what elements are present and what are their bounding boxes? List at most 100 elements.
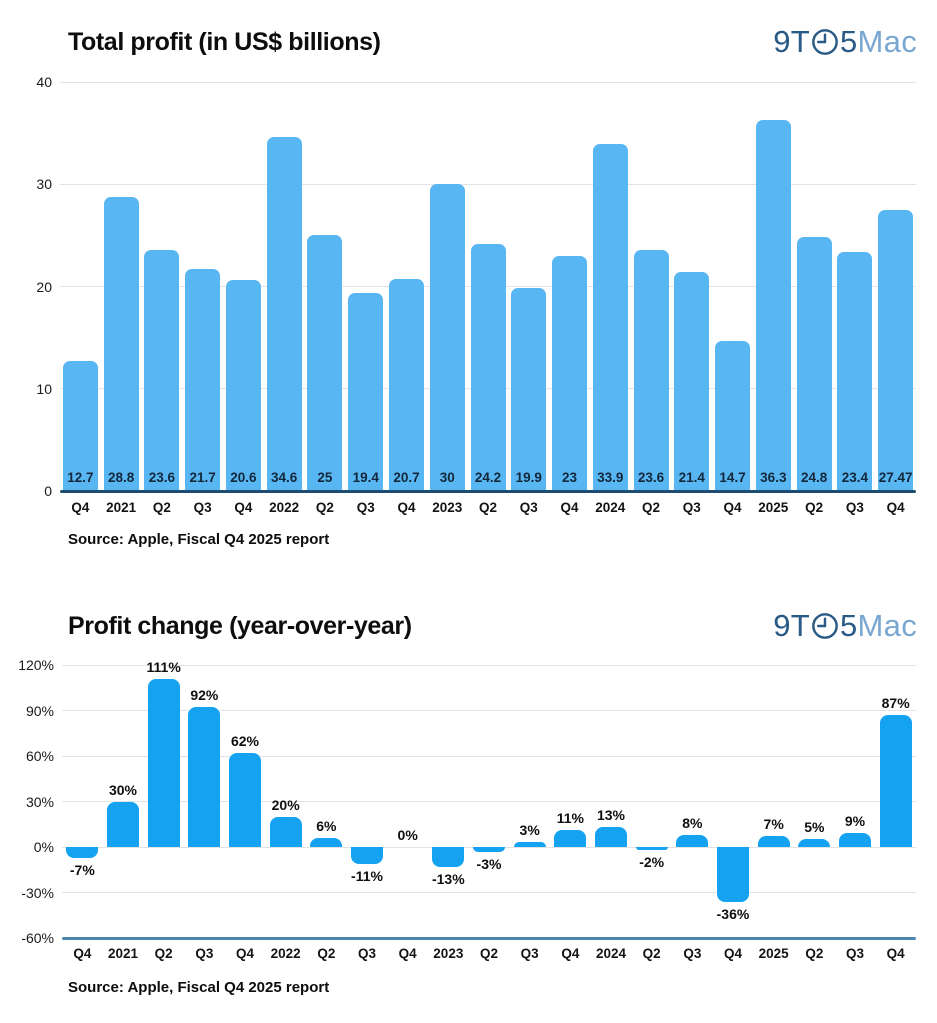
x-axis-label: 2025 (758, 946, 789, 961)
bar-value-label: 5% (804, 819, 825, 836)
chart-title-profit-change: Profit change (year-over-year) (68, 612, 412, 640)
bar (307, 235, 343, 491)
bar (513, 842, 546, 847)
bar (674, 272, 710, 491)
bar (229, 752, 261, 847)
x-axis-label: Q2 (805, 946, 824, 961)
bar (388, 279, 424, 491)
bar (878, 210, 914, 491)
x-axis-label: Q4 (71, 500, 90, 515)
bar-value-label: 24.2 (474, 470, 502, 485)
bar (66, 847, 99, 858)
y-axis-tick-label: 30% (25, 793, 54, 810)
plot-area-profit-change: -60% -30% 0% 30% 60% 90% 120% -7% 30% 111% 92% 62% 2… (18, 657, 916, 946)
y-axis-tick-label: 20 (36, 278, 52, 295)
bar (511, 287, 547, 491)
x-axis-label: Q4 (561, 946, 580, 961)
bar (796, 237, 832, 491)
x-axis-label: Q2 (478, 500, 497, 515)
bar-value-label: -11% (351, 867, 383, 884)
logo-text-9t: 9T (773, 24, 810, 59)
bar-value-label: 23 (562, 470, 578, 485)
bar (755, 119, 791, 491)
9to5mac-logo: 9T 5 Mac (773, 610, 917, 641)
clock-icon (812, 28, 838, 55)
axis-baseline (62, 936, 916, 940)
bar-value-label: 7% (763, 816, 784, 833)
bar (470, 243, 506, 491)
bar (348, 292, 384, 491)
bar (879, 715, 912, 847)
bar-value-label: 23.6 (148, 470, 176, 485)
y-axis-tick-label: 60% (25, 748, 54, 764)
x-axis-label: 2023 (433, 946, 464, 961)
y-axis-tick-label: 30 (36, 176, 52, 193)
logo-text-mac: Mac (857, 24, 917, 59)
bar-value-label: 19.4 (352, 470, 379, 485)
x-axis-label: Q2 (642, 946, 661, 961)
x-axis-label: Q4 (235, 946, 254, 961)
bar-value-label: 11% (556, 810, 584, 827)
bar (144, 249, 180, 491)
x-axis-labels-profit-change: Q4 2021 Q2 Q3 Q4 2022 Q2 Q3 Q4 2023 Q2 Q3 Q4 2024 Q2 Q3… (62, 945, 916, 963)
x-axis-label: Q4 (560, 500, 579, 515)
axis-baseline (60, 489, 916, 493)
bar (269, 816, 302, 847)
y-axis-tick-label: -60% (21, 930, 54, 946)
x-axis-label: Q2 (315, 500, 334, 515)
x-axis-label: Q3 (519, 500, 538, 515)
bar-value-label: 24.8 (800, 470, 828, 485)
bar (432, 847, 465, 867)
bar (757, 836, 790, 847)
x-axis-label: Q4 (234, 500, 253, 515)
bar (429, 184, 465, 491)
x-axis-label: Q3 (193, 500, 212, 515)
x-axis-label: Q4 (723, 500, 742, 515)
bar-value-label: 36.3 (760, 470, 787, 485)
x-axis-label: 2022 (270, 946, 301, 961)
bar (635, 847, 668, 851)
x-axis-label: Q3 (845, 946, 864, 961)
bar-value-label: -7% (69, 861, 95, 878)
bar (717, 847, 749, 902)
x-axis-label: 2021 (106, 500, 137, 515)
x-axis-label: Q4 (723, 946, 742, 961)
y-axis-tick-label: 0% (33, 839, 54, 855)
bar-value-label: 111% (146, 658, 181, 675)
bar (554, 830, 587, 847)
y-axis-tick-label: 0 (44, 483, 52, 499)
logo-text-5: 5 (839, 24, 858, 59)
x-axis-label: Q3 (682, 500, 701, 515)
bar-value-label: -13% (431, 870, 465, 887)
bar (147, 678, 180, 847)
x-axis-label: Q4 (398, 946, 417, 961)
bar-value-label: 21.7 (189, 470, 216, 485)
x-axis-label: Q4 (397, 500, 416, 515)
bar-value-label: 20% (271, 796, 300, 813)
y-axis-tick-label: 10 (36, 380, 52, 397)
bar-value-label: 19.9 (515, 470, 542, 485)
bar (552, 255, 588, 491)
bar-value-label: -2% (639, 854, 665, 871)
x-axis-label: Q4 (886, 946, 905, 961)
9to5mac-logo: 9T 5 Mac (773, 26, 917, 57)
plot-area-total-profit: 0 10 20 30 40 12.7 28.8 23.6 21.7 20.6 34.6 25 19.4 2… (36, 74, 916, 499)
gridline (62, 801, 916, 802)
bar-value-label: 12.7 (67, 470, 94, 485)
chart-title-total-profit: Total profit (in US$ billions) (68, 28, 381, 56)
bar-value-label: 9% (844, 813, 866, 830)
bar (473, 847, 505, 852)
logo-text-5: 5 (839, 608, 858, 643)
bar-value-label: 30% (108, 781, 137, 798)
y-axis-tick-label: 40 (36, 74, 52, 90)
x-axis-label: Q2 (805, 500, 824, 515)
gridline (60, 183, 916, 185)
bar-value-label: 28.8 (107, 470, 135, 485)
bar-value-label: 27.47 (878, 470, 913, 485)
y-axis-tick-label: -30% (21, 884, 54, 901)
bar (225, 280, 261, 491)
gridline (62, 755, 916, 757)
bar (351, 847, 383, 864)
bar-value-label: 20.6 (230, 470, 257, 485)
